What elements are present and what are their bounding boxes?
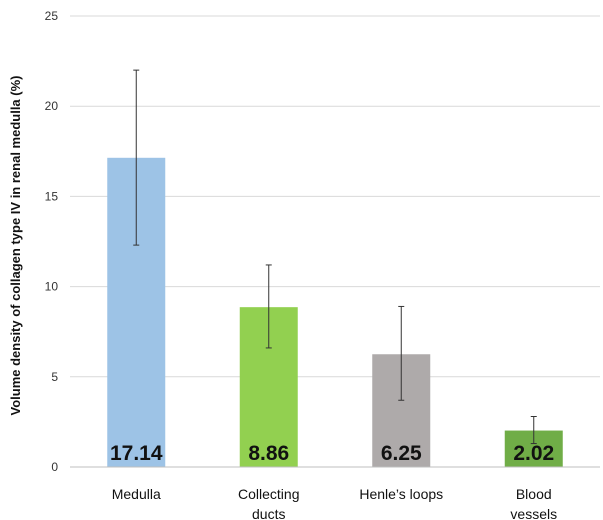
y-tick-label: 0 <box>51 460 58 474</box>
x-axis-categories: Medulla Collecting ducts Henle’s loops Blood… <box>112 486 557 520</box>
bars <box>107 157 563 467</box>
x-tick-label: Henle’s loops <box>359 486 443 502</box>
error-bar <box>398 305 405 401</box>
y-axis-label: Volume density of collagen type IV in re… <box>8 76 23 416</box>
y-tick-label: 20 <box>45 99 59 113</box>
data-label: 8.86 <box>248 442 289 465</box>
x-tick-label: Blood vessels <box>510 486 557 520</box>
y-axis-ticks: 0 5 10 15 20 25 <box>45 9 59 474</box>
error-bar <box>133 69 140 246</box>
data-label: 17.14 <box>110 442 163 465</box>
error-bar <box>265 264 272 349</box>
x-tick-label: Medulla <box>112 486 161 502</box>
data-label: 6.25 <box>381 442 422 465</box>
data-label: 2.02 <box>513 442 554 465</box>
data-labels: 17.14 8.86 6.25 2.02 <box>110 442 554 465</box>
x-tick-label: Collecting ducts <box>238 486 299 520</box>
error-bar <box>530 415 537 445</box>
y-tick-label: 15 <box>45 189 59 203</box>
y-tick-label: 5 <box>51 370 58 384</box>
y-tick-label: 25 <box>45 9 59 23</box>
error-bars <box>133 69 537 445</box>
y-tick-label: 10 <box>45 280 59 294</box>
